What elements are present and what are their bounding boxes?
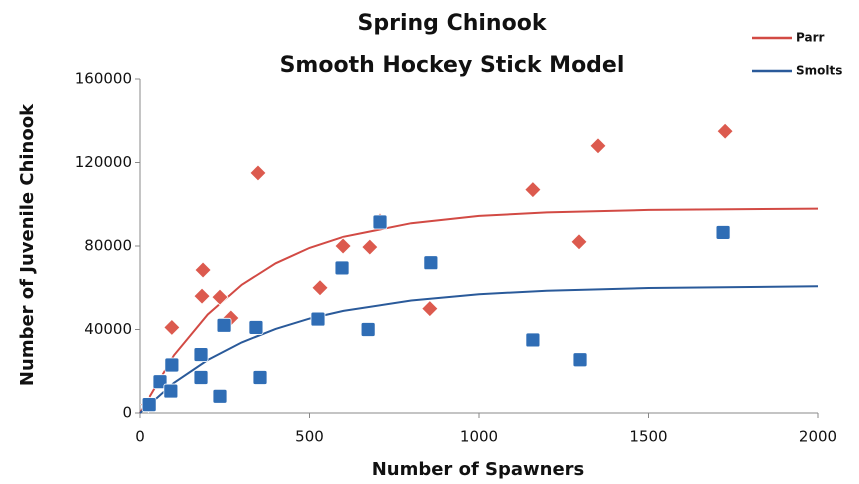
point: [311, 279, 329, 297]
x-tick-label: 1000: [460, 428, 498, 446]
point: [252, 370, 268, 385]
point: [163, 318, 181, 336]
point: [589, 137, 607, 155]
x-tick-label: 2000: [799, 428, 837, 446]
point: [421, 300, 439, 318]
point: [248, 320, 264, 335]
point: [360, 322, 376, 337]
x-tick-label: 500: [295, 428, 324, 446]
point: [361, 238, 379, 256]
point: [212, 388, 228, 404]
x-tick-label: 1500: [629, 428, 667, 446]
point: [211, 288, 229, 306]
point: [372, 214, 388, 230]
point: [249, 164, 267, 182]
point: [216, 317, 232, 333]
point: [194, 261, 212, 279]
fit-line: [139, 207, 819, 414]
x-tick-label: 0: [135, 428, 145, 446]
point: [572, 352, 588, 368]
point: [193, 347, 209, 362]
y-tick-label: 160000: [75, 70, 132, 88]
x-axis-label: Number of Spawners: [372, 459, 585, 480]
point: [141, 397, 157, 413]
y-axis-label: Number of Juvenile Chinook: [17, 103, 38, 386]
y-tick-label: 0: [122, 404, 132, 422]
point: [193, 287, 211, 305]
point: [193, 370, 209, 385]
point: [164, 357, 180, 373]
point: [524, 181, 542, 199]
legend-label: Parr: [796, 31, 824, 45]
y-tick-label: 80000: [84, 237, 132, 255]
point: [423, 255, 439, 271]
point: [525, 332, 541, 348]
legend-label: Smolts: [796, 64, 842, 78]
point: [334, 260, 350, 276]
point: [310, 311, 326, 327]
point: [334, 237, 352, 255]
chart-title: Spring Chinook: [358, 11, 548, 36]
point: [715, 225, 731, 240]
fit-line: [139, 285, 819, 414]
y-tick-label: 40000: [84, 320, 132, 338]
y-tick-label: 120000: [75, 153, 132, 171]
point: [570, 233, 588, 251]
chart-subtitle: Smooth Hockey Stick Model: [280, 53, 625, 78]
point: [716, 122, 734, 140]
point: [163, 383, 179, 399]
point: [152, 374, 168, 390]
